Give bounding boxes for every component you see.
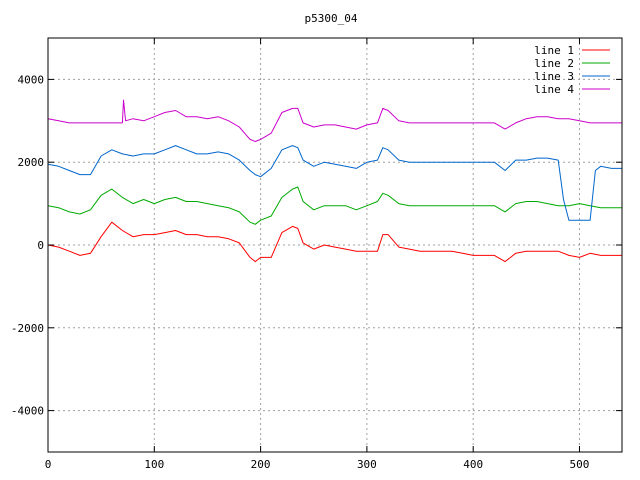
y-tick-label: 0	[37, 239, 44, 252]
legend-label-2: line 2	[534, 57, 574, 70]
y-tick-label: 4000	[18, 73, 45, 86]
series-line-1	[47, 221, 622, 263]
x-tick-label: 300	[357, 458, 377, 471]
series-line-4	[47, 99, 622, 142]
x-tick-label: 100	[144, 458, 164, 471]
legend-label-1: line 1	[534, 44, 574, 57]
legend-label-4: line 4	[534, 83, 574, 96]
x-tick-label: 500	[570, 458, 590, 471]
y-tick-label: 2000	[18, 156, 45, 169]
x-tick-label: 0	[45, 458, 52, 471]
axis-ticks: 0 100 200 300 400 500 -4000 -2000 0 2000 4000	[11, 38, 622, 471]
series-layer	[47, 99, 622, 263]
series-line-2	[47, 186, 622, 225]
x-tick-label: 400	[463, 458, 483, 471]
y-tick-label: -2000	[11, 322, 44, 335]
series-line-3	[47, 145, 622, 221]
grid	[48, 38, 622, 452]
y-tick-label: -4000	[11, 405, 44, 418]
x-tick-label: 200	[251, 458, 271, 471]
legend-label-3: line 3	[534, 70, 574, 83]
chart-title: p5300_04	[305, 12, 358, 25]
